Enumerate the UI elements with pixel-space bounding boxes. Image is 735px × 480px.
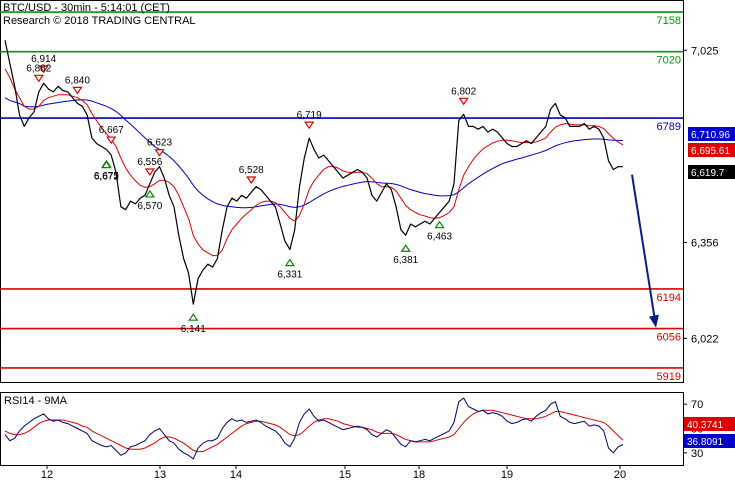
swing-low-label-8: 6,331 (277, 270, 302, 281)
x-tick-label-19: 19 (501, 469, 513, 480)
swing-high-marker-5 (246, 176, 257, 185)
swing-high-label-6: 6,556 (137, 157, 162, 168)
chart-header-symbol: BTC/USD - 30min - 5:14:01 (CET) (3, 2, 170, 14)
swing-low-label-14: 6,672 (94, 172, 119, 183)
level-label-7158: 7158 (657, 15, 681, 27)
x-tick-label-12: 12 (41, 469, 53, 480)
swing-low-marker-2 (434, 220, 445, 229)
level-label-6056: 6056 (657, 332, 681, 344)
x-tick-label-18: 18 (413, 469, 425, 480)
swing-high-label-0: 6,914 (31, 54, 56, 65)
price-badge-label-0: 6,710.96 (691, 130, 730, 141)
swing-low-label-10: 6,381 (393, 255, 418, 266)
level-label-5919: 5919 (657, 371, 681, 383)
swing-low-label-4: 6,141 (181, 324, 206, 335)
price-line (4, 40, 624, 305)
level-label-6194: 6194 (657, 292, 681, 304)
rsi-line (4, 397, 624, 460)
rsi-badge-label-1: 36.8091 (687, 437, 724, 448)
y-tick-label-7,025: 7,025 (691, 45, 719, 57)
price-badge-label-1: 6,695.61 (691, 146, 730, 157)
chart-header-research: Research © 2018 TRADING CENTRAL (3, 15, 196, 27)
x-tick-label-15: 15 (339, 469, 351, 480)
swing-low-label-2: 6,463 (427, 232, 452, 243)
price-badge-bg-1 (688, 143, 735, 157)
main-panel-frame (0, 0, 684, 383)
swing-high-marker-7 (304, 121, 315, 130)
price-badge-bg-2 (688, 165, 735, 179)
swing-high-marker-0 (38, 65, 49, 74)
swing-low-label-12: 6,675 (94, 171, 119, 182)
y-tick-label-6,022: 6,022 (691, 333, 719, 345)
swing-low-label-15: 6,570 (137, 201, 162, 212)
x-tick-label-20: 20 (614, 469, 626, 480)
price-badge-bg-0 (688, 127, 735, 141)
rsi-badge-label-0: 40.3741 (687, 420, 724, 431)
forecast-arrow-line (631, 174, 656, 321)
swing-high-marker-11 (458, 97, 469, 106)
swing-low-marker-4 (188, 313, 199, 321)
swing-high-label-11: 6,802 (451, 86, 476, 97)
level-label-6789: 6789 (657, 121, 681, 133)
rsi-tick-label-30: 30 (691, 448, 703, 460)
y-tick-label-6,356: 6,356 (691, 237, 719, 249)
rsi-ma-line (4, 409, 624, 453)
swing-high-label-1: 6,882 (26, 63, 51, 74)
level-label-7020: 7020 (657, 55, 681, 67)
swing-high-marker-6 (144, 168, 155, 177)
swing-low-marker-14 (101, 160, 112, 169)
swing-high-label-13: 6,840 (65, 75, 90, 86)
swing-high-marker-9 (106, 136, 117, 145)
swing-low-marker-8 (284, 258, 295, 267)
forecast-arrow-head (649, 314, 659, 328)
slow-ma-line (4, 97, 624, 209)
swing-high-marker-3 (154, 149, 165, 157)
swing-low-marker-10 (400, 244, 411, 252)
rsi-panel-title: RSI14 - 9MA (4, 395, 68, 407)
x-tick-label-14: 14 (230, 469, 242, 480)
swing-high-label-9: 6,667 (99, 125, 124, 136)
rsi-badge-bg-1 (684, 434, 735, 448)
swing-high-marker-1 (33, 74, 44, 83)
price-badge-label-2: 6,619.7 (691, 168, 725, 179)
rsi-badge-bg-0 (684, 417, 735, 431)
fast-ma-line (4, 68, 624, 257)
swing-high-label-7: 6,719 (297, 110, 322, 121)
rsi-tick-label-70: 70 (691, 399, 703, 411)
swing-low-marker-15 (144, 189, 155, 198)
swing-high-marker-13 (72, 86, 83, 95)
swing-high-label-3: 6,623 (147, 138, 172, 149)
x-tick-label-13: 13 (154, 469, 166, 480)
swing-high-label-5: 6,528 (239, 165, 264, 176)
